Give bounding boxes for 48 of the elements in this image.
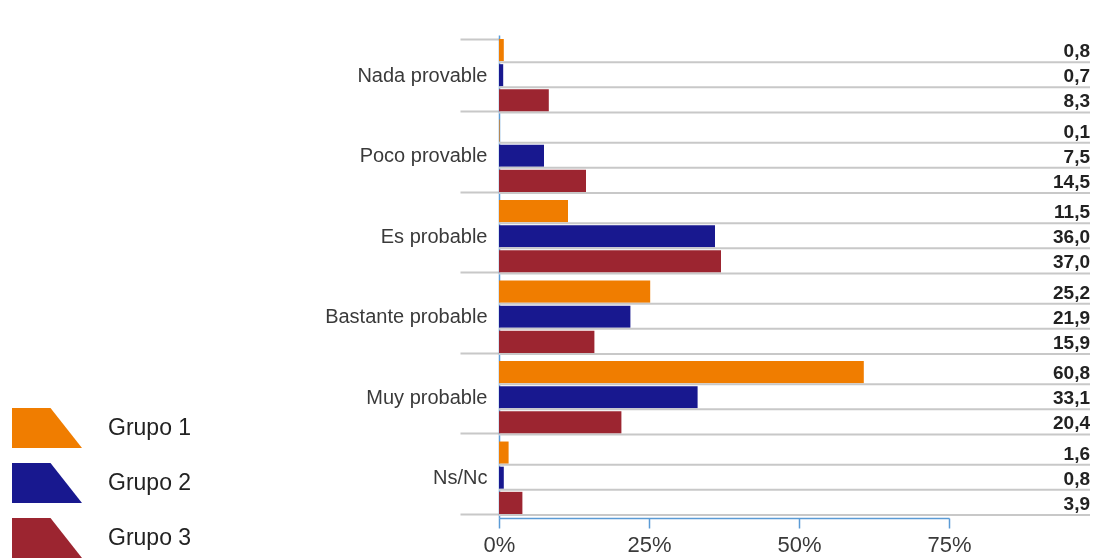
legend-label: Grupo 3 — [108, 524, 192, 550]
data-label: 1,6 — [1063, 442, 1090, 464]
y-tick-label: Nada provable — [357, 63, 488, 86]
data-label: 0,8 — [1063, 467, 1090, 489]
data-label: 25,2 — [1053, 281, 1090, 303]
data-label: 14,5 — [1053, 170, 1091, 192]
data-label: 21,9 — [1053, 306, 1090, 328]
bar — [499, 491, 523, 514]
bar — [499, 441, 509, 464]
bar — [499, 225, 715, 248]
bar — [499, 330, 595, 353]
legend-label: Grupo 2 — [108, 469, 192, 495]
bar — [499, 89, 549, 112]
data-label: 0,8 — [1063, 40, 1090, 62]
bar — [499, 466, 504, 489]
bar — [499, 411, 622, 434]
bar — [499, 361, 864, 384]
data-label: 36,0 — [1053, 226, 1090, 248]
data-label: 7,5 — [1063, 145, 1091, 167]
bar — [499, 386, 698, 409]
bar — [499, 305, 631, 328]
x-tick-label: 25% — [627, 531, 672, 557]
data-label: 0,7 — [1063, 65, 1090, 87]
data-label: 33,1 — [1053, 387, 1091, 409]
data-label: 20,4 — [1053, 412, 1091, 434]
y-tick-label: Es probable — [380, 224, 488, 247]
data-label: 15,9 — [1053, 331, 1090, 353]
x-tick-label: 75% — [927, 531, 972, 557]
data-label: 8,3 — [1063, 90, 1090, 112]
bar — [499, 64, 504, 87]
y-tick-label: Muy probable — [366, 385, 488, 408]
data-label: 0,1 — [1063, 120, 1091, 142]
y-tick-label: Poco provable — [359, 144, 488, 167]
x-tick-label: 0% — [483, 531, 516, 557]
y-tick-label: Bastante probable — [325, 305, 488, 328]
bar — [499, 280, 651, 303]
bar — [499, 200, 568, 223]
x-tick-label: 50% — [777, 531, 822, 557]
data-label: 60,8 — [1053, 362, 1090, 384]
bar — [499, 39, 504, 62]
legend-label: Grupo 1 — [108, 414, 192, 440]
y-tick-label: Ns/Nc — [433, 466, 488, 489]
data-label: 3,9 — [1063, 492, 1090, 514]
data-label: 37,0 — [1053, 251, 1090, 273]
bar — [499, 250, 721, 273]
bar — [499, 144, 544, 167]
data-label: 11,5 — [1054, 201, 1091, 223]
bar — [499, 169, 586, 192]
